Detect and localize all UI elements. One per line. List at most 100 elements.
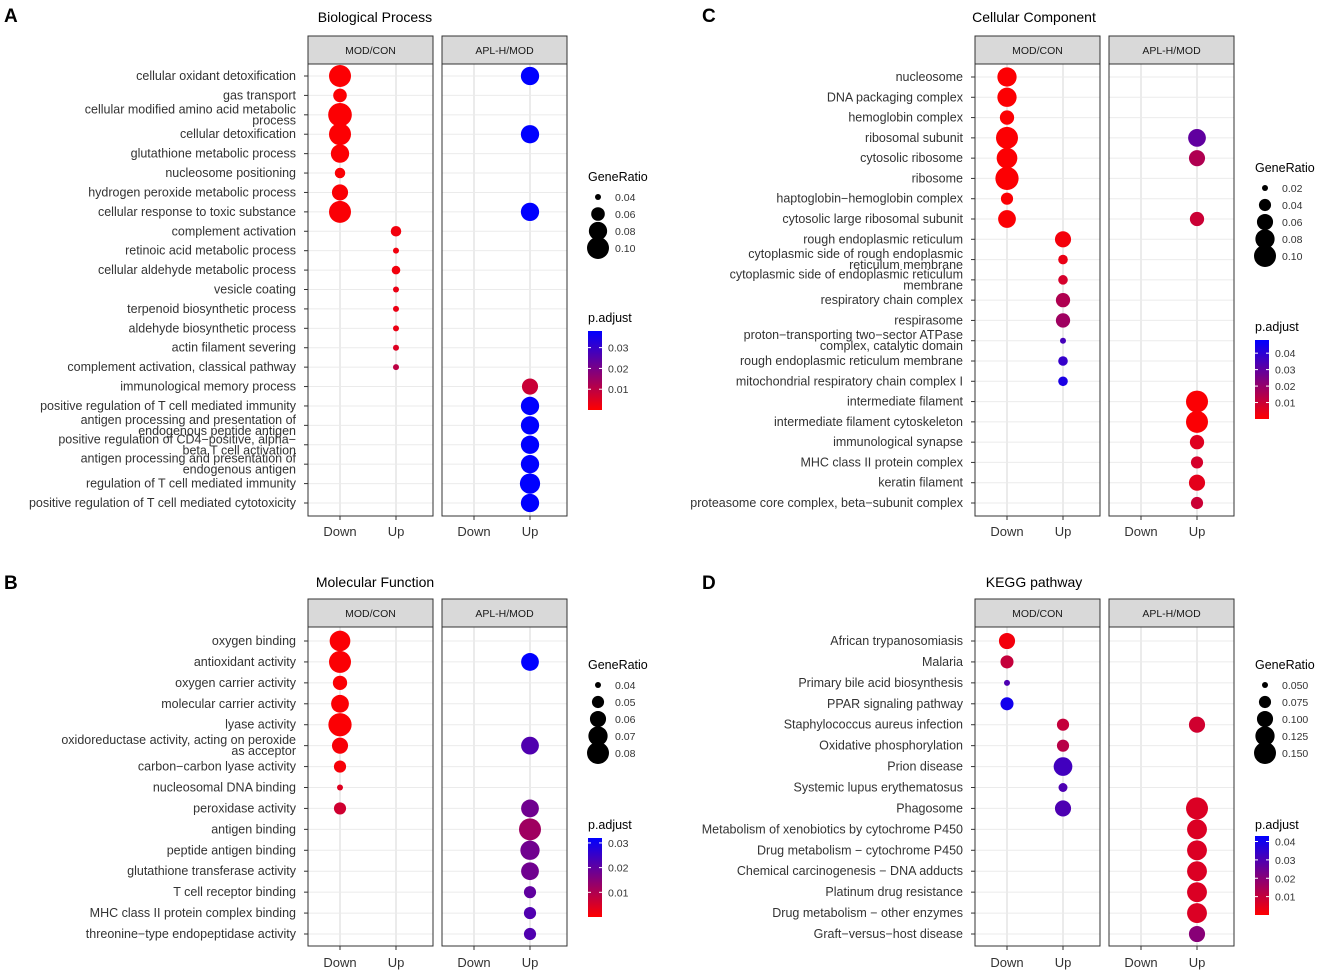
data-point (1188, 716, 1206, 733)
size-legend-label: 0.075 (1282, 697, 1308, 709)
size-legend-dot (1254, 742, 1276, 764)
data-point (1058, 275, 1068, 285)
y-tick-label: actin filament severing (172, 341, 296, 355)
data-point (390, 226, 402, 237)
y-tick-label: proton−transporting two−sector ATPase com… (744, 328, 963, 353)
color-legend-bar (588, 331, 602, 410)
size-legend-dot (1256, 213, 1274, 231)
size-legend-dot (595, 682, 601, 688)
y-tick-label-line: Primary bile acid biosynthesis (798, 676, 963, 690)
data-point (393, 325, 399, 332)
facet-border (974, 626, 1101, 947)
facet-strip-label: APL-H/MOD (475, 45, 534, 57)
y-tick-label-line: complement activation (172, 224, 296, 238)
size-legend-dot (1262, 185, 1268, 191)
y-tick-label-line: MHC class II protein complex binding (90, 906, 296, 920)
y-tick-label: MHC class II protein complex binding (90, 906, 296, 920)
data-point (331, 737, 349, 754)
panel-label: A (4, 6, 18, 27)
y-tick-label-line: cellular modified amino acid metabolic (85, 102, 296, 116)
facet-border (1108, 63, 1235, 517)
y-tick-label-line: PPAR signaling pathway (827, 697, 964, 711)
y-tick-label-line: peptide antigen binding (167, 843, 296, 857)
y-tick-label: cellular aldehyde metabolic process (98, 263, 296, 277)
y-tick-label-line: terpenoid biosynthetic process (127, 302, 296, 316)
y-tick-label: immunological memory process (120, 380, 296, 394)
color-legend-label: 0.03 (608, 838, 629, 850)
color-legend-label: 0.01 (1275, 398, 1296, 410)
data-point (520, 840, 540, 860)
facet-border (441, 626, 568, 947)
size-legend-label: 0.07 (615, 731, 636, 743)
facet-strip (974, 598, 1101, 628)
y-tick-label-line: Phagosome (896, 801, 963, 815)
data-point (1190, 456, 1204, 469)
y-tick-label: Oxidative phosphorylation (819, 739, 963, 753)
data-point (998, 632, 1016, 650)
data-point (997, 87, 1017, 107)
y-tick-label-line: cellular detoxification (180, 127, 296, 141)
data-point (1188, 474, 1206, 491)
y-tick-label: intermediate filament (847, 395, 964, 409)
y-tick-label-line: actin filament severing (172, 341, 296, 355)
color-legend-bar (588, 838, 602, 917)
facet-strip-label: APL-H/MOD (1142, 608, 1201, 620)
data-point (996, 126, 1018, 149)
y-tick-label-line: intermediate filament (847, 395, 964, 409)
facet-border (441, 63, 568, 517)
facet-strip (441, 35, 568, 65)
x-tick-label: Up (522, 955, 539, 970)
color-legend-label: 0.03 (1275, 365, 1296, 377)
y-tick-label-line: glutathione transferase activity (127, 864, 297, 878)
size-legend-dot (1255, 229, 1275, 249)
y-tick-label-line: antigen processing and presentation of (81, 413, 297, 427)
data-point (331, 184, 349, 201)
size-legend-label: 0.06 (615, 209, 636, 221)
data-point (1187, 861, 1207, 882)
y-tick-label-line: Staphylococcus aureus infection (784, 718, 963, 732)
y-tick-label-line: African trypanosomiasis (830, 634, 963, 648)
x-tick-label: Up (522, 524, 539, 539)
size-legend-label: 0.08 (1282, 234, 1303, 246)
y-tick-label: respiratory chain complex (821, 293, 964, 307)
y-tick-label: rough endoplasmic reticulum (803, 232, 963, 246)
y-tick-label-line: intermediate filament cytoskeleton (774, 415, 963, 429)
size-legend-dot (1262, 682, 1268, 688)
y-tick-label-line: peroxidase activity (193, 801, 297, 815)
x-tick-label: Up (1189, 524, 1206, 539)
x-tick-label: Down (1124, 955, 1157, 970)
y-tick-label-line: ribosome (912, 171, 963, 185)
data-point (520, 202, 540, 222)
y-tick-label-line: Oxidative phosphorylation (819, 739, 963, 753)
data-point (1187, 840, 1207, 861)
data-point (330, 144, 350, 163)
size-legend-dot (1258, 198, 1272, 212)
data-point (999, 110, 1015, 125)
y-tick-label-line: lyase activity (225, 718, 297, 732)
data-point (520, 396, 540, 416)
data-point (329, 650, 351, 673)
y-tick-label: Prion disease (887, 760, 963, 774)
data-point (329, 630, 351, 652)
y-tick-label: respirasome (894, 313, 963, 327)
data-point (520, 455, 540, 474)
y-tick-label: Staphylococcus aureus infection (784, 718, 963, 732)
color-legend-label: 0.01 (608, 384, 629, 396)
panel-a: A Biological Process MOD/CON Down Up APL-H/MO… (4, 6, 648, 539)
y-tick-label-line: rough endoplasmic reticulum membrane (740, 354, 963, 368)
y-tick-label: glutathione transferase activity (127, 864, 297, 878)
y-tick-label-line: hydrogen peroxide metabolic process (88, 185, 296, 199)
panel-label: D (702, 573, 716, 594)
y-tick-label-line: Drug metabolism − other enzymes (772, 906, 963, 920)
size-legend-label: 0.150 (1282, 748, 1308, 760)
y-tick-label: cellular response to toxic substance (98, 205, 296, 219)
x-tick-label: Up (388, 524, 405, 539)
y-tick-label-line: endogenous antigen (183, 463, 296, 477)
y-tick-label: Graft−versus−host disease (814, 927, 963, 941)
color-legend-bar (1255, 836, 1269, 915)
y-tick-label: hydrogen peroxide metabolic process (88, 185, 296, 199)
y-tick-label-line: immunological memory process (120, 380, 296, 394)
y-tick-label-line: molecular carrier activity (161, 697, 297, 711)
data-point (393, 364, 399, 371)
